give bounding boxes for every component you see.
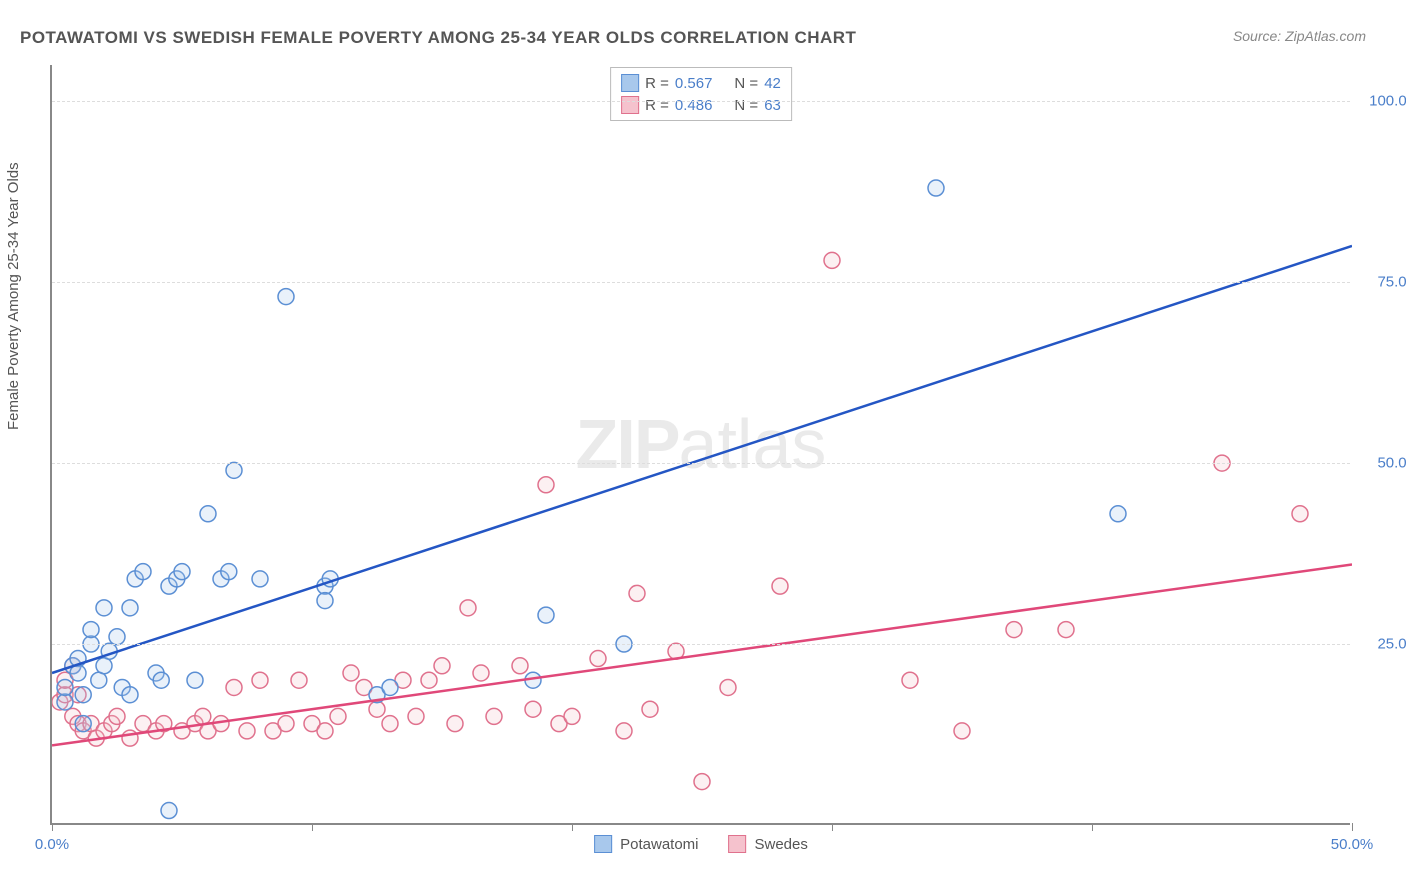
data-point (1006, 622, 1022, 638)
plot-area: ZIPatlas R = 0.567 N = 42 R = 0.486 N = … (50, 65, 1350, 825)
data-point (195, 708, 211, 724)
x-tick (52, 823, 53, 831)
data-point (642, 701, 658, 717)
legend-label-potawatomi: Potawatomi (620, 836, 698, 853)
x-tick-label: 0.0% (35, 836, 69, 853)
chart-container: POTAWATOMI VS SWEDISH FEMALE POVERTY AMO… (0, 0, 1406, 892)
data-point (226, 679, 242, 695)
data-point (96, 658, 112, 674)
data-point (928, 180, 944, 196)
data-point (317, 593, 333, 609)
data-point (538, 477, 554, 493)
chart-title: POTAWATOMI VS SWEDISH FEMALE POVERTY AMO… (20, 28, 856, 48)
data-point (226, 462, 242, 478)
data-point (278, 716, 294, 732)
x-tick (1092, 823, 1093, 831)
data-point (954, 723, 970, 739)
legend-label-swedes: Swedes (755, 836, 808, 853)
data-point (161, 803, 177, 819)
legend-item-potawatomi: Potawatomi (594, 835, 698, 853)
x-tick (312, 823, 313, 831)
scatter-svg (52, 65, 1352, 825)
y-tick-label: 75.0% (1360, 274, 1406, 291)
y-tick-label: 100.0% (1360, 93, 1406, 110)
data-point (525, 701, 541, 717)
data-point (75, 716, 91, 732)
data-point (824, 252, 840, 268)
data-point (486, 708, 502, 724)
data-point (83, 622, 99, 638)
data-point (153, 672, 169, 688)
data-point (616, 723, 632, 739)
data-point (629, 585, 645, 601)
data-point (122, 687, 138, 703)
data-point (122, 600, 138, 616)
data-point (1110, 506, 1126, 522)
gridline (52, 463, 1350, 464)
data-point (317, 723, 333, 739)
data-point (421, 672, 437, 688)
legend-item-swedes: Swedes (729, 835, 808, 853)
data-point (174, 564, 190, 580)
data-point (1058, 622, 1074, 638)
data-point (447, 716, 463, 732)
trend-line (52, 564, 1352, 745)
data-point (434, 658, 450, 674)
data-point (382, 679, 398, 695)
data-point (200, 506, 216, 522)
data-point (382, 716, 398, 732)
data-point (408, 708, 424, 724)
data-point (109, 708, 125, 724)
data-point (57, 694, 73, 710)
data-point (278, 289, 294, 305)
swatch-swedes (729, 835, 747, 853)
trend-line (52, 246, 1352, 673)
data-point (473, 665, 489, 681)
y-tick-label: 25.0% (1360, 636, 1406, 653)
data-point (221, 564, 237, 580)
x-tick (832, 823, 833, 831)
data-point (252, 672, 268, 688)
data-point (1292, 506, 1308, 522)
data-point (187, 672, 203, 688)
data-point (538, 607, 554, 623)
data-point (239, 723, 255, 739)
data-point (512, 658, 528, 674)
data-point (291, 672, 307, 688)
gridline (52, 282, 1350, 283)
data-point (772, 578, 788, 594)
y-axis-label: Female Poverty Among 25-34 Year Olds (5, 162, 22, 430)
data-point (57, 679, 73, 695)
data-point (109, 629, 125, 645)
x-tick (572, 823, 573, 831)
data-point (460, 600, 476, 616)
data-point (902, 672, 918, 688)
swatch-potawatomi (594, 835, 612, 853)
data-point (75, 687, 91, 703)
data-point (330, 708, 346, 724)
data-point (564, 708, 580, 724)
series-legend: Potawatomi Swedes (594, 835, 808, 853)
data-point (135, 564, 151, 580)
x-tick (1352, 823, 1353, 831)
y-tick-label: 50.0% (1360, 455, 1406, 472)
data-point (720, 679, 736, 695)
gridline (52, 101, 1350, 102)
data-point (96, 600, 112, 616)
data-point (252, 571, 268, 587)
data-point (91, 672, 107, 688)
source-attribution: Source: ZipAtlas.com (1233, 28, 1366, 44)
data-point (369, 701, 385, 717)
data-point (694, 774, 710, 790)
data-point (343, 665, 359, 681)
gridline (52, 644, 1350, 645)
data-point (590, 651, 606, 667)
x-tick-label: 50.0% (1331, 836, 1374, 853)
